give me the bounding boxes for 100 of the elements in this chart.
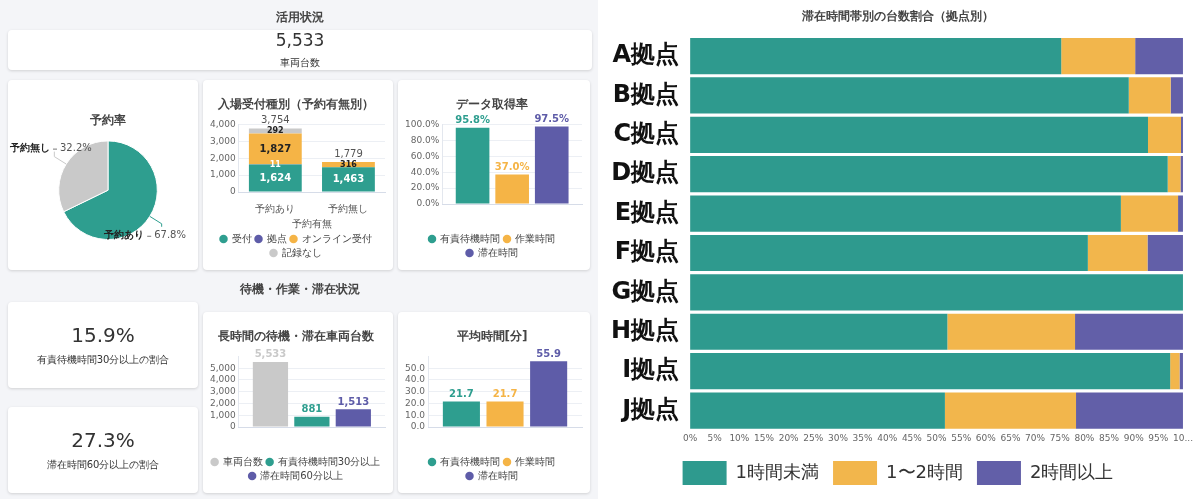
y-tick-label: C拠点 <box>613 119 680 148</box>
data-label: 21.7 <box>449 388 474 400</box>
text: 待機・作業・滞在状況 <box>239 281 361 298</box>
x-tick-label: 10% <box>729 432 750 443</box>
data-label: 55.9 <box>536 347 562 359</box>
bar <box>690 195 1121 232</box>
bar <box>690 392 945 429</box>
y-tick-label: 20.0% <box>410 182 440 193</box>
text: 滞在時間60分以上の割合 <box>46 458 160 472</box>
chart-title: データ取得率 <box>456 97 528 112</box>
y-tick-label: 100.0% <box>404 118 440 129</box>
bar <box>1128 77 1171 114</box>
bar <box>1061 37 1136 75</box>
y-tick-label: 1,000 <box>210 409 237 420</box>
legend-label: 滞在時間 <box>477 469 518 481</box>
data-label: 67.8% <box>154 229 186 241</box>
legend-label: 有責待機時間 <box>440 232 500 244</box>
y-tick-label: 4,000 <box>210 374 237 385</box>
y-tick-label: E拠点 <box>614 197 680 226</box>
y-tick-label: 80.0% <box>410 134 440 145</box>
y-tick-label: 10.0 <box>404 409 426 420</box>
legend-label: 滞在時間60分以上 <box>260 469 343 481</box>
y-tick-label: 30.0 <box>404 386 426 397</box>
bar <box>455 127 490 204</box>
y-tick-label: 20.0 <box>404 397 426 408</box>
y-tick-label: 2,000 <box>210 397 237 408</box>
legend-label: オンライン受付 <box>301 232 372 244</box>
bar <box>1147 234 1183 272</box>
data-label: 316 <box>340 159 358 169</box>
total-label: 1,779 <box>334 147 363 159</box>
bar <box>690 156 1168 193</box>
text: 5,533 <box>275 30 325 50</box>
x-tick-label: 80% <box>1074 432 1095 443</box>
x-tick-label: 45% <box>901 432 923 443</box>
legend-label: 1時間未満 <box>735 460 820 482</box>
x-tick-label: 15% <box>754 432 775 443</box>
data-label: 1,463 <box>332 172 365 184</box>
bar <box>690 116 1148 153</box>
data-label: 1,624 <box>259 171 292 183</box>
text: 活用状況 <box>275 9 325 26</box>
text: 27.3% <box>71 428 135 452</box>
x-tick-label: 75% <box>1049 432 1071 443</box>
y-tick-label: D拠点 <box>611 158 680 187</box>
legend-label: 作業時間 <box>514 232 555 244</box>
chart-title: 入場受付種別（予約有無別） <box>217 97 374 112</box>
data-label: 11 <box>269 159 282 169</box>
bar <box>1087 234 1148 272</box>
y-tick-label: 3,000 <box>210 135 237 146</box>
y-tick-label: G拠点 <box>611 276 680 305</box>
legend-label: 車両台数 <box>222 455 263 467</box>
y-tick-label: B拠点 <box>612 79 680 108</box>
data-label: 1,513 <box>337 395 370 407</box>
x-tick-label: 35% <box>852 432 874 443</box>
bar <box>690 37 1062 75</box>
y-tick-label: 0.0 <box>410 421 426 432</box>
chart-title: 予約率 <box>89 113 126 128</box>
bar <box>335 409 371 427</box>
x-tick-label: 50% <box>926 432 947 443</box>
data-label: 95.8% <box>455 114 490 126</box>
chart-title: 平均時間[分] <box>455 329 528 344</box>
y-tick-label: 0.0% <box>416 198 440 209</box>
data-label: 37.0% <box>494 161 530 173</box>
y-tick-label: 0 <box>230 421 237 432</box>
data-label: 32.2% <box>60 142 92 154</box>
y-tick-label: F拠点 <box>614 237 680 266</box>
y-tick-label: 1,000 <box>210 169 237 180</box>
y-tick-label: H拠点 <box>610 315 680 344</box>
x-tick-label: 95% <box>1148 432 1169 443</box>
bar <box>1167 156 1181 193</box>
bar <box>1147 116 1182 153</box>
legend-label: 2時間以上 <box>1029 460 1114 482</box>
legend-label: 作業時間 <box>514 455 555 467</box>
y-tick-label: 50.0 <box>404 362 426 373</box>
x-axis-title: 予約有無 <box>291 217 332 229</box>
x-tick-label: 55% <box>951 432 972 443</box>
legend-label: 1〜2時間 <box>886 460 963 482</box>
bar <box>1120 195 1179 232</box>
bar <box>1075 313 1183 350</box>
legend-label: 受付 <box>231 232 252 244</box>
bar <box>944 392 1077 429</box>
total-label: 3,754 <box>261 114 290 126</box>
bar <box>947 313 1076 350</box>
x-tick-label: 5% <box>707 432 723 443</box>
legend-label: 有責待機時間 <box>440 455 500 467</box>
chart-title: 滞在時間帯別の台数割合（拠点別） <box>801 9 994 24</box>
x-tick-label: 20% <box>778 432 800 443</box>
x-tick-label: 85% <box>1099 432 1120 443</box>
bar <box>690 313 948 350</box>
x-tick-label: 30% <box>827 432 849 443</box>
y-tick-label: 40.0 <box>404 374 426 385</box>
chart-title: 長時間の待機・滞在車両台数 <box>217 329 375 344</box>
x-tick-label: 0% <box>682 432 698 443</box>
x-tick-label: 40% <box>877 432 898 443</box>
y-tick-label: A拠点 <box>612 40 680 69</box>
y-tick-label: I拠点 <box>622 355 680 384</box>
data-label: 881 <box>301 403 323 415</box>
y-tick-label: 5,000 <box>210 362 237 373</box>
y-tick-label: 0 <box>230 186 237 197</box>
y-tick-label: 3,000 <box>210 386 237 397</box>
legend-label: 記録なし <box>281 246 322 258</box>
